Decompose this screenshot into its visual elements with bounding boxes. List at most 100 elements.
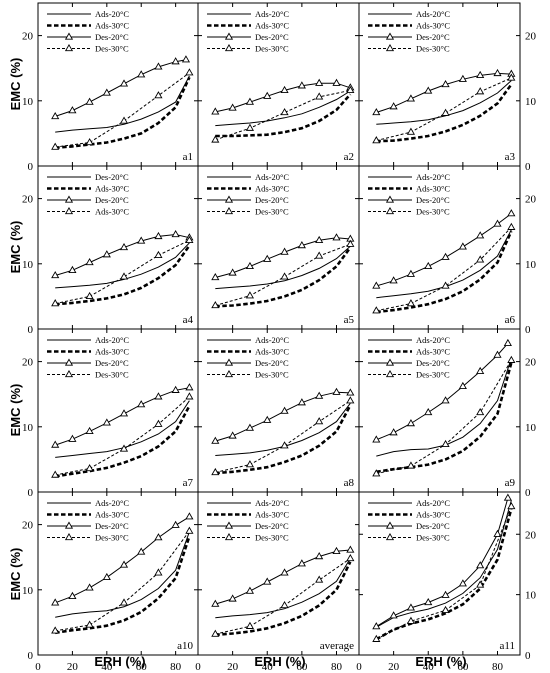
legend-label: Ads-30°C [95, 347, 129, 357]
series-marker [372, 108, 381, 116]
series-marker [263, 577, 272, 585]
series-marker [280, 85, 289, 94]
series-line-0 [215, 245, 351, 290]
legend-label: Ads-20°C [416, 172, 450, 182]
series-marker [507, 73, 516, 81]
series-marker [211, 467, 220, 476]
series-line-3 [376, 226, 512, 312]
series-marker [315, 575, 324, 583]
y-tick-label: 0 [28, 161, 34, 173]
legend-label: Des-30°C [416, 533, 450, 543]
series-marker [280, 108, 289, 116]
series-marker [441, 396, 450, 404]
legend-label: Des-20°C [416, 32, 450, 42]
y-tick-label: 0 [28, 324, 34, 336]
legend-label: Ads-30°C [95, 207, 129, 217]
series-marker [493, 350, 502, 358]
series-line-1 [215, 93, 352, 138]
series-marker [476, 407, 485, 416]
series-marker [406, 461, 416, 469]
series-marker [85, 138, 94, 146]
y-tick-label-right: 20 [525, 357, 537, 369]
legend-label: Ads-20°C [416, 498, 450, 508]
legend-marker [64, 532, 74, 541]
panels-layer: 01020Ads-20°CAds-30°CDes-20°CDes-30°Ca1A… [22, 2, 537, 673]
series-marker [476, 231, 485, 239]
legend-label: Ads-30°C [95, 184, 129, 194]
series-marker [441, 281, 450, 289]
series-marker [280, 272, 289, 280]
series-marker [389, 102, 398, 110]
series-marker [315, 391, 324, 399]
legend-label: Des-30°C [255, 207, 289, 217]
panel-label: a7 [183, 477, 194, 489]
series-marker [154, 392, 163, 400]
series-marker [493, 219, 502, 227]
y-tick-label: 20 [22, 357, 34, 369]
legend-label: Ads-20°C [95, 335, 129, 345]
series-marker [493, 529, 502, 537]
legend-label: Ads-20°C [416, 335, 450, 345]
panel-frame [358, 491, 521, 656]
series-marker [85, 97, 94, 105]
legend-label: Des-30°C [95, 370, 129, 380]
series-marker [68, 106, 77, 114]
series-line-1 [375, 508, 513, 641]
series-marker [211, 301, 220, 309]
series-line-2 [215, 82, 351, 113]
series-marker [406, 419, 416, 427]
legend-label: Des-30°C [416, 370, 450, 380]
legend-marker [224, 532, 234, 541]
y-tick-label: 20 [22, 520, 34, 532]
legend-label: Ads-30°C [416, 510, 450, 520]
legend-label: Ads-30°C [416, 184, 450, 194]
y-tick-label: 10 [22, 259, 34, 271]
series-marker [245, 261, 255, 270]
x-tick-label: 20 [67, 661, 79, 673]
series-marker [137, 70, 146, 78]
series-line-1 [215, 404, 352, 475]
legend-label: Des-30°C [95, 533, 129, 543]
x-tick-label: 40 [101, 661, 113, 673]
series-marker [297, 398, 306, 406]
series-marker [346, 388, 355, 396]
x-tick-label: 0 [35, 661, 41, 673]
legend-marker [224, 206, 234, 215]
legend-marker [385, 195, 395, 203]
series-marker [245, 621, 255, 629]
series-marker [85, 426, 94, 435]
series-marker [211, 135, 220, 143]
legend-label: Des-30°C [416, 44, 450, 54]
series-marker [102, 250, 111, 258]
panel-label: a9 [505, 477, 516, 489]
legend-marker [385, 532, 395, 541]
legend-label: Des-30°C [95, 44, 129, 54]
series-marker [154, 250, 163, 258]
series-marker [154, 419, 163, 427]
legend-label: Ads-30°C [416, 347, 450, 357]
series-marker [332, 78, 341, 86]
series-marker [51, 111, 60, 120]
legend-label: Des-20°C [95, 358, 129, 368]
legend-label: Des-20°C [416, 358, 450, 368]
series-marker [372, 136, 381, 144]
series-marker [476, 366, 485, 375]
legend-marker [224, 195, 234, 203]
legend-marker [224, 521, 234, 529]
series-marker [458, 579, 467, 587]
legend-marker [385, 521, 395, 529]
series-marker [476, 580, 485, 588]
series-marker [441, 605, 450, 613]
series-marker [441, 590, 450, 598]
series-line-3 [215, 558, 351, 635]
series-marker [171, 520, 180, 528]
legend-label: Ads-30°C [95, 510, 129, 520]
series-line-2 [215, 391, 351, 442]
legend-label: Ads-20°C [95, 498, 129, 508]
series-line-3 [55, 239, 190, 305]
panel-label: a5 [344, 314, 355, 326]
series-marker [406, 616, 416, 624]
series-marker [372, 622, 381, 630]
